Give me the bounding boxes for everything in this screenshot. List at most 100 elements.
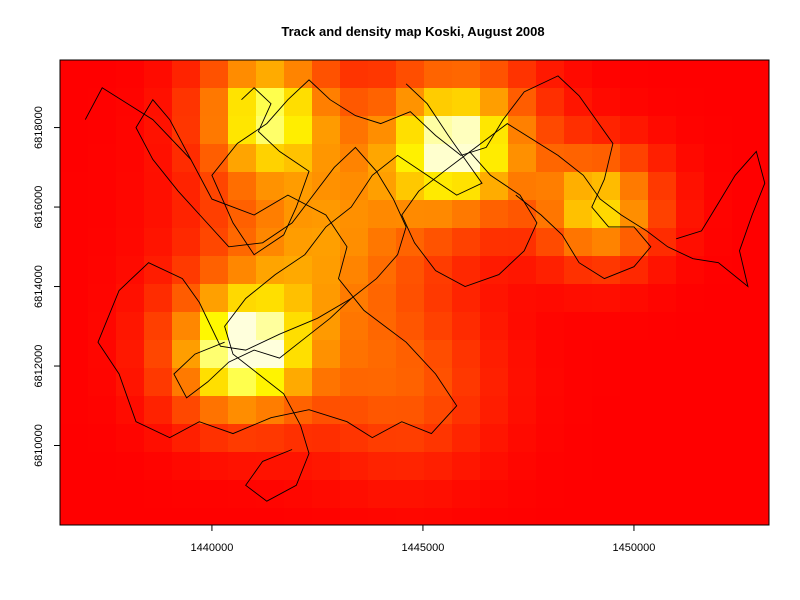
heatmap-cell — [340, 480, 369, 509]
heatmap-cell — [592, 368, 621, 397]
heatmap-cell — [256, 396, 285, 425]
heatmap-cell — [424, 312, 453, 341]
heatmap-cell — [424, 340, 453, 369]
heatmap-cell — [564, 172, 593, 201]
heatmap-cell — [592, 480, 621, 509]
heatmap-cell — [760, 200, 769, 229]
heatmap-cell — [452, 424, 481, 453]
heatmap-cell — [620, 60, 649, 89]
heatmap-cell — [144, 340, 173, 369]
heatmap-cell — [508, 116, 537, 145]
heatmap-cell — [536, 396, 565, 425]
heatmap-cell — [144, 368, 173, 397]
heatmap-cell — [312, 452, 341, 481]
heatmap-cell — [172, 200, 201, 229]
heatmap-cell — [760, 452, 769, 481]
heatmap-cell — [536, 480, 565, 509]
heatmap-cell — [312, 396, 341, 425]
heatmap-cell — [340, 88, 369, 117]
heatmap-cell — [508, 312, 537, 341]
heatmap-cell — [676, 452, 705, 481]
heatmap-cell — [508, 480, 537, 509]
heatmap-cell — [508, 396, 537, 425]
heatmap-cell — [480, 508, 509, 525]
heatmap-cell — [144, 396, 173, 425]
heatmap-cell — [648, 480, 677, 509]
heatmap-cell — [424, 144, 453, 173]
heatmap-cell — [564, 88, 593, 117]
heatmap-cell — [88, 60, 117, 89]
heatmap-cell — [88, 228, 117, 257]
heatmap-cell — [480, 200, 509, 229]
heatmap-cell — [116, 508, 145, 525]
track-line — [135, 98, 407, 399]
heatmap-cell — [536, 452, 565, 481]
x-axis: 1440000 1445000 1450000 — [191, 525, 655, 554]
heatmap-cell — [396, 116, 425, 145]
heatmap-cell — [60, 256, 89, 285]
heatmap-cell — [200, 144, 229, 173]
heatmap-cell — [396, 144, 425, 173]
heatmap-cell — [256, 424, 285, 453]
heatmap-cell — [228, 284, 257, 313]
heatmap-cell — [60, 200, 89, 229]
heatmap-cell — [508, 228, 537, 257]
heatmap-cell — [480, 60, 509, 89]
heatmap-cell — [284, 60, 313, 89]
heatmap-cell — [648, 172, 677, 201]
heatmap-cell — [228, 256, 257, 285]
heatmap-cell — [564, 312, 593, 341]
heatmap-cell — [88, 256, 117, 285]
heatmap-cell — [452, 508, 481, 525]
heatmap-cell — [704, 60, 733, 89]
heatmap-cell — [228, 368, 257, 397]
heatmap-cell — [368, 60, 397, 89]
heatmap-cell — [312, 312, 341, 341]
heatmap-cell — [676, 228, 705, 257]
heatmap-cell — [172, 368, 201, 397]
heatmap-cell — [452, 396, 481, 425]
heatmap-cell — [312, 284, 341, 313]
heatmap-cell — [648, 88, 677, 117]
heatmap-cell — [88, 340, 117, 369]
heatmap-cell — [648, 368, 677, 397]
heatmap-cell — [648, 340, 677, 369]
heatmap-cell — [116, 340, 145, 369]
heatmap-cell — [732, 144, 761, 173]
heatmap-cell — [704, 172, 733, 201]
heatmap-cell — [368, 424, 397, 453]
heatmap-cell — [172, 480, 201, 509]
heatmap-cell — [396, 368, 425, 397]
heatmap-cell — [396, 480, 425, 509]
heatmap-cell — [144, 228, 173, 257]
heatmap-cell — [284, 284, 313, 313]
heatmap-cell — [536, 144, 565, 173]
heatmap-cell — [760, 312, 769, 341]
heatmap-cell — [60, 480, 89, 509]
heatmap-cell — [424, 396, 453, 425]
y-tick-label: 6818000 — [33, 106, 45, 149]
heatmap-cell — [200, 172, 229, 201]
x-tick-label: 1445000 — [402, 542, 445, 554]
heatmap-cell — [508, 368, 537, 397]
heatmap-cell — [564, 60, 593, 89]
heatmap-cell — [480, 340, 509, 369]
heatmap-cell — [592, 88, 621, 117]
heatmap-cell — [172, 60, 201, 89]
heatmap-cell — [312, 116, 341, 145]
heatmap-cell — [480, 228, 509, 257]
heatmap-cell — [396, 508, 425, 525]
heatmap-cell — [340, 256, 369, 285]
heatmap-cell — [396, 172, 425, 201]
heatmap-cell — [452, 312, 481, 341]
heatmap-cell — [704, 312, 733, 341]
heatmap-cell — [368, 480, 397, 509]
heatmap-cell — [536, 256, 565, 285]
heatmap-cell — [732, 340, 761, 369]
heatmap-cell — [452, 452, 481, 481]
heatmap-cell — [452, 200, 481, 229]
heatmap-cell — [116, 480, 145, 509]
heatmap-cell — [228, 508, 257, 525]
heatmap-cell — [676, 88, 705, 117]
heatmap-cell — [60, 116, 89, 145]
